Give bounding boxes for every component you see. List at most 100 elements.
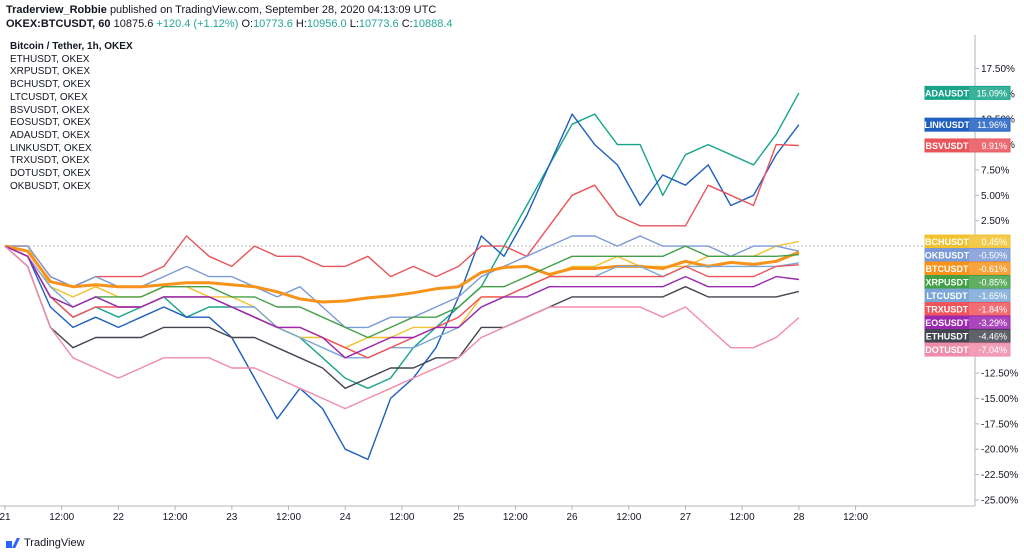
x-tick-label: 27: [680, 512, 692, 523]
symbol-quote-line: OKEX:BTCUSDT, 60 10875.6 +120.4 (+1.12%)…: [6, 17, 453, 31]
value-label-bsvusdt: BSVUSDT 9.91%: [924, 138, 1011, 153]
value-label-value-bg: [969, 289, 1010, 303]
series-line-bsvusdt[interactable]: [5, 143, 799, 288]
value-label-name-bg: [925, 329, 969, 343]
value-label-value-bg: [969, 118, 1010, 132]
value-label-ethusdt: ETHUSDT -4.46%: [924, 329, 1011, 344]
value-label-name: LTCUSDT: [926, 291, 968, 301]
value-label-value-bg: [969, 138, 1010, 152]
series-line-btcusdt[interactable]: [4, 244, 800, 304]
value-label-name: EOSUSDT: [925, 318, 969, 328]
value-label-xrpusdt: XRPUSDT -0.85%: [924, 275, 1011, 290]
value-label-name: TRXUSDT: [926, 305, 969, 315]
y-tick-label: -20.00%: [981, 445, 1018, 456]
value-label-value-bg: [969, 235, 1010, 249]
y-tick-label: 17.50%: [981, 64, 1015, 75]
value-label-trxusdt: TRXUSDT -1.84%: [924, 302, 1011, 317]
value-label-value: 0.45%: [981, 237, 1007, 247]
value-label-value: -0.61%: [978, 264, 1007, 274]
value-label-name-bg: [925, 343, 969, 357]
y-tick-label: -25.00%: [981, 496, 1018, 507]
value-label-value-bg: [969, 302, 1010, 316]
legend-item[interactable]: ETHUSDT, OKEX: [10, 53, 90, 65]
legend-item[interactable]: XRPUSDT, OKEX: [10, 66, 91, 78]
close-label: C:: [401, 18, 413, 30]
value-label-name-bg: [925, 138, 969, 152]
series-line-okbusdt[interactable]: [5, 235, 800, 329]
value-label-btcusdt: BTCUSDT -0.61%: [924, 261, 1011, 276]
legend-item[interactable]: ADAUSDT, OKEX: [10, 129, 91, 141]
series-line-dotusdt[interactable]: [4, 245, 800, 410]
x-tick-label: 12:00: [389, 512, 414, 523]
legend-item[interactable]: LINKUSDT, OKEX: [10, 142, 92, 154]
x-tick-label: 12:00: [276, 512, 301, 523]
legend-item[interactable]: TRXUSDT, OKEX: [10, 155, 90, 167]
value-label-value-bg: [969, 262, 1010, 276]
value-label-value-bg: [969, 86, 1010, 100]
value-label-value-bg: [969, 275, 1010, 289]
legend-item[interactable]: BSVUSDT, OKEX: [10, 104, 90, 116]
value-label-linkusdt: LINKUSDT 11.96%: [924, 117, 1011, 132]
value-label-name-bg: [925, 316, 969, 330]
series-line-ethusdt[interactable]: [4, 245, 800, 389]
y-tick-label: 5.00%: [981, 191, 1009, 202]
value-label-name-bg: [925, 275, 969, 289]
value-label-okbusdt: OKBUSDT -0.50%: [924, 248, 1011, 263]
value-label-value-bg: [969, 316, 1010, 330]
time-axis[interactable]: 21 12:00 22 12:00 23 12:00 24 12:00 25 12:00 26 12:…: [0, 506, 869, 523]
value-label-adausdt: ADAUSDT 15.09%: [924, 85, 1011, 100]
footer-brand[interactable]: TradingView: [6, 537, 85, 549]
value-label-value: -0.85%: [978, 278, 1007, 288]
value-label-name: DOTUSDT: [925, 345, 969, 355]
value-label-value-bg: [969, 329, 1010, 343]
price-change: +120.4 (+1.12%): [156, 18, 239, 30]
value-label-name: XRPUSDT: [925, 278, 969, 288]
x-tick-label: 12:00: [163, 512, 188, 523]
x-tick-label: 12:00: [730, 512, 755, 523]
series-value-labels: ADAUSDT 15.09% LINKUSDT 11.96% BSVUSDT 9.91% B…: [924, 85, 1011, 357]
high-label: H:: [295, 18, 307, 30]
y-tick-label: -12.50%: [981, 369, 1018, 380]
legend-item[interactable]: LTCUSDT, OKEX: [10, 91, 88, 103]
value-label-value: -3.29%: [978, 318, 1007, 328]
legend-item[interactable]: BCHUSDT, OKEX: [10, 79, 91, 91]
value-label-name-bg: [925, 86, 969, 100]
x-tick-label: 26: [567, 512, 579, 523]
x-tick-label: 12:00: [616, 512, 641, 523]
value-label-ltcusdt: LTCUSDT -1.65%: [924, 288, 1011, 303]
legend-item[interactable]: Bitcoin / Tether, 1h, OKEX: [10, 41, 133, 52]
series-line-adausdt[interactable]: [4, 92, 800, 389]
legend-item[interactable]: EOSUSDT, OKEX: [10, 117, 91, 129]
value-label-name-bg: [925, 289, 969, 303]
close-value: 10888.4: [412, 18, 453, 30]
y-tick-label: -22.50%: [981, 470, 1018, 481]
value-label-name-bg: [925, 302, 969, 316]
open-value: 10773.6: [253, 18, 293, 30]
publish-header: Traderview_Robbie published on TradingVi…: [6, 3, 436, 17]
series-line-eosusdt[interactable]: [4, 245, 799, 359]
series-line-linkusdt[interactable]: [4, 113, 800, 461]
value-label-name: BCHUSDT: [925, 237, 970, 247]
y-tick-label: 7.50%: [981, 165, 1009, 176]
x-tick-label: 28: [793, 512, 805, 523]
value-label-name: OKBUSDT: [925, 251, 970, 261]
x-tick-label: 23: [226, 512, 238, 523]
y-tick-label: -15.00%: [981, 394, 1018, 405]
x-tick-label: 25: [453, 512, 465, 523]
symbol-label[interactable]: OKEX:BTCUSDT, 60: [6, 18, 111, 30]
value-label-eosusdt: EOSUSDT -3.29%: [924, 315, 1011, 330]
value-label-value-bg: [969, 343, 1010, 357]
last-price: 10875.6: [113, 18, 154, 30]
legend-item[interactable]: DOTUSDT, OKEX: [10, 168, 91, 180]
brand-name: TradingView: [24, 537, 85, 549]
tradingview-logo-icon: [6, 538, 20, 548]
high-value: 10956.0: [306, 18, 347, 30]
series-line-xrpusdt[interactable]: [4, 245, 799, 339]
value-label-value: 15.09%: [976, 88, 1007, 98]
value-label-value: -1.84%: [978, 305, 1007, 315]
value-label-name: ETHUSDT: [926, 332, 969, 342]
author-name[interactable]: Traderview_Robbie: [6, 4, 107, 16]
publish-info: published on TradingView.com, September …: [109, 4, 437, 16]
legend-item[interactable]: OKBUSDT, OKEX: [10, 180, 91, 192]
